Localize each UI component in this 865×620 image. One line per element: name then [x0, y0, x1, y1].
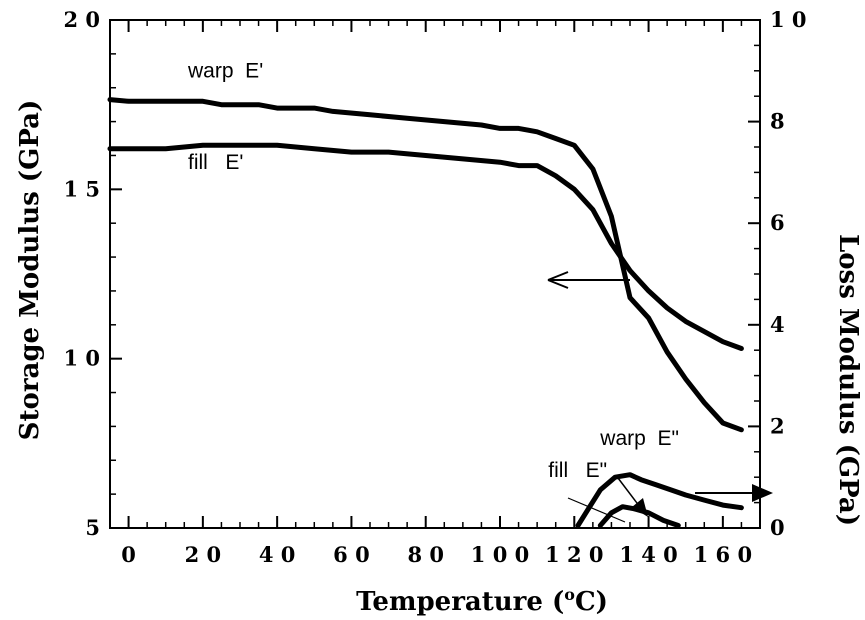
x-tick-label: 1 6 0	[694, 542, 752, 567]
x-tick-label: 2 0	[185, 542, 222, 567]
x-tick-label: 1 0 0	[471, 542, 529, 567]
x-tick-label: 1 4 0	[619, 542, 677, 567]
y-left-tick-label: 5	[85, 515, 100, 540]
x-axis-title: Temperature (oC)	[356, 585, 608, 617]
left-axis-ticks: 5 1 0 1 5 2 0	[63, 7, 122, 540]
series-line	[107, 142, 744, 351]
left-axis-title: Storage Modulus (GPa)	[15, 100, 45, 441]
y-left-tick-label: 1 5	[63, 176, 100, 201]
x-tick-label: 1 2 0	[545, 542, 603, 567]
y-right-tick-label: 0	[770, 515, 785, 540]
x-tick-label: 6 0	[333, 542, 370, 567]
y-left-tick-label: 2 0	[63, 7, 100, 32]
y-right-tick-label: 8	[770, 109, 785, 134]
x-axis-title-sup: o	[564, 585, 575, 604]
x-tick-label: 4 0	[259, 542, 296, 567]
series-annotation-label: fill E'	[188, 151, 243, 174]
y-right-tick-label: 6	[770, 210, 785, 235]
annotation-layer: warp E' fill E' warp E" fill E"	[187, 60, 679, 483]
right-axis-arrow	[695, 484, 773, 502]
y-right-tick-label: 1 0	[770, 7, 807, 32]
plot-frame	[109, 19, 761, 529]
right-axis-ticks: 0 2 4 6 8 1 0	[748, 7, 807, 540]
series-line	[107, 97, 744, 433]
fill-loss-pointer	[567, 497, 626, 523]
x-axis-title-prefix: Temperature (	[356, 587, 564, 617]
y-right-tick-label: 2	[770, 413, 785, 438]
x-tick-label: 0	[121, 542, 136, 567]
right-axis-title: Loss Modulus (GPa)	[833, 234, 863, 526]
y-left-tick-label: 1 0	[63, 346, 100, 371]
x-axis-ticks: 0 2 0 4 0 6 0 8 0 1 0 0 1 2 0 1 4 0 1 6 0	[121, 20, 752, 567]
x-axis-title-suffix: C)	[575, 587, 608, 617]
x-tick-label: 8 0	[407, 542, 444, 567]
y-right-tick-label: 4	[770, 312, 785, 337]
left-axis-arrow	[547, 271, 630, 289]
series-line	[597, 504, 681, 528]
series-annotation-label: warp E"	[599, 427, 679, 450]
series-annotation-label: fill E"	[548, 459, 607, 482]
series-line	[575, 472, 744, 528]
series-layer	[107, 97, 744, 528]
warp-loss-pointer	[617, 477, 648, 517]
series-annotation-label: warp E'	[187, 60, 263, 83]
